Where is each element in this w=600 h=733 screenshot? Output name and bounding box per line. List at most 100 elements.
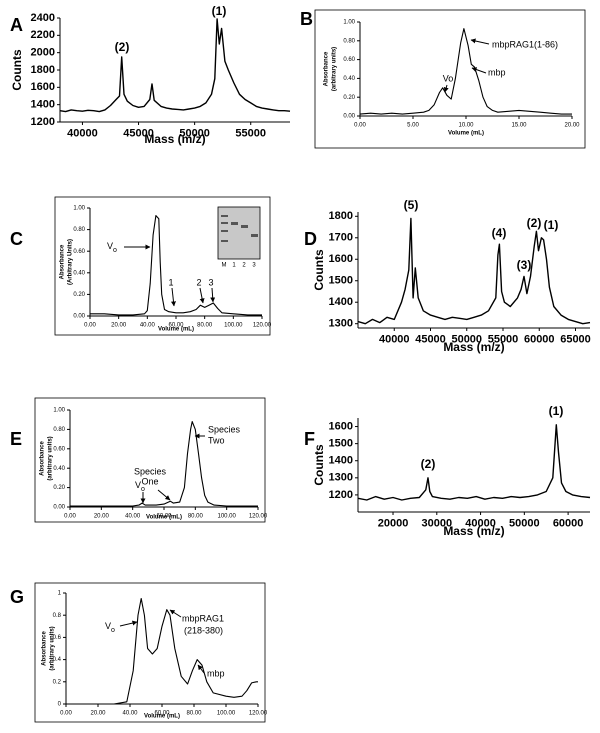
panel-letter: G: [10, 587, 24, 607]
y-tick-label: 1400: [329, 296, 353, 308]
y-tick-label: 0.60: [343, 57, 355, 63]
x-tick-label: 10.00: [458, 123, 474, 129]
x-tick-label: 100.00: [224, 323, 243, 329]
y-tick-label: 0.40: [73, 270, 85, 276]
arrow: [169, 609, 182, 618]
inset-label: M: [222, 263, 227, 269]
x-tick-label: 100.00: [217, 514, 236, 520]
x-axis-label: Volume (mL): [144, 714, 180, 720]
annotation-subscript: o: [111, 627, 115, 634]
y-tick-label: 1200: [329, 489, 353, 501]
arrow: [199, 287, 205, 304]
panel-letter: E: [10, 429, 22, 449]
y-tick-label: 1700: [329, 232, 353, 244]
x-tick-label: 5.00: [407, 123, 419, 129]
arrows: [119, 38, 490, 674]
annotation: Two: [208, 435, 225, 445]
panel-frame: [34, 397, 266, 523]
annotation: (218-380): [184, 625, 223, 635]
x-axis-label: Mass (m/z): [144, 132, 205, 146]
panel-letter: D: [304, 229, 317, 249]
panel-letter: C: [10, 229, 23, 249]
annotation-subscript: o: [141, 486, 145, 493]
arrow: [119, 620, 138, 627]
arrow: [197, 664, 205, 674]
annotation: (3): [517, 258, 532, 272]
annotation: 3: [208, 277, 213, 287]
annotation-subscript: o: [113, 247, 117, 254]
annotation: Vo: [443, 73, 454, 83]
y-tick-label: 0.4: [53, 657, 62, 663]
y-tick-label: 0.80: [343, 38, 355, 44]
panel-frame: [54, 196, 271, 336]
y-tick-label: 0.00: [53, 505, 65, 511]
x-tick-label: 40.00: [122, 711, 138, 717]
y-tick-label: 2000: [31, 47, 55, 59]
x-tick-label: 0.00: [84, 323, 96, 329]
y-tick-label: 1400: [31, 99, 55, 111]
annotation-main: V: [107, 241, 113, 251]
y-tick-label: 0.60: [53, 446, 65, 452]
x-tick-label: 80.00: [186, 711, 202, 717]
panel-letter: B: [300, 9, 313, 29]
x-tick-label: 40000: [379, 333, 410, 345]
y-tick-label: 1600: [329, 420, 353, 432]
annotation: Vo: [135, 480, 145, 492]
x-tick-label: 30000: [421, 517, 452, 529]
x-tick-label: 15.00: [511, 123, 527, 129]
x-tick-label: 0.00: [60, 711, 72, 717]
annotation: (5): [404, 198, 419, 212]
annotation: (2): [115, 40, 130, 54]
x-tick-label: 60.00: [154, 711, 170, 717]
y-axis-label: Absorbance: [42, 631, 48, 666]
data-line: [59, 18, 291, 113]
x-tick-label: 20000: [378, 517, 409, 529]
x-tick-label: 60.00: [156, 514, 172, 520]
y-tick-label: 0.8: [53, 613, 62, 619]
y-axis-label: Counts: [10, 49, 24, 91]
annotation: One: [141, 476, 158, 486]
x-tick-label: 40.00: [140, 323, 156, 329]
x-tick-label: 55000: [488, 333, 519, 345]
x-tick-label: 20.00: [564, 123, 580, 129]
y-axis-label: (arbitrary units): [48, 436, 54, 480]
arrow: [470, 38, 490, 45]
y-axis-label: (Arbitrary Units): [68, 239, 74, 285]
arrow: [210, 287, 216, 303]
x-tick-label: 40000: [465, 517, 496, 529]
annotation: (2): [527, 216, 542, 230]
y-tick-label: 1500: [329, 275, 353, 287]
arrow: [171, 287, 176, 307]
y-axis-label: (arbitrary units): [332, 47, 338, 91]
annotation: (4): [492, 226, 507, 240]
y-tick-label: 0.00: [343, 114, 355, 120]
x-tick-label: 20.00: [94, 514, 110, 520]
data-line: [357, 424, 591, 501]
annotation: Species: [134, 466, 167, 476]
x-tick-label: 80.00: [188, 514, 204, 520]
x-axis-label: Volume (mL): [448, 131, 484, 137]
panel-frame: [34, 582, 266, 723]
annotation: Vo: [105, 621, 115, 633]
y-tick-label: 1400: [329, 455, 353, 467]
arrow: [157, 489, 171, 501]
data-line: [357, 217, 591, 325]
y-tick-label: 1600: [31, 81, 55, 93]
x-tick-label: 50000: [509, 517, 540, 529]
x-tick-label: 0.00: [64, 514, 76, 520]
x-tick-label: 120.00: [249, 711, 268, 717]
y-tick-label: 1500: [329, 438, 353, 450]
y-tick-label: 1: [58, 591, 62, 597]
y-tick-label: 1.00: [73, 206, 85, 212]
annotation-main: V: [105, 621, 111, 631]
x-tick-label: 20.00: [90, 711, 106, 717]
arrow: [471, 67, 487, 74]
data-line: [70, 421, 258, 507]
x-tick-label: 50000: [451, 333, 482, 345]
x-tick-label: 120.00: [249, 514, 268, 520]
y-axis-label: Counts: [312, 444, 326, 486]
panel-letter: F: [304, 429, 315, 449]
y-tick-label: 1.00: [343, 20, 355, 26]
y-tick-label: 0.00: [73, 314, 85, 320]
gel-bands: [221, 215, 258, 242]
